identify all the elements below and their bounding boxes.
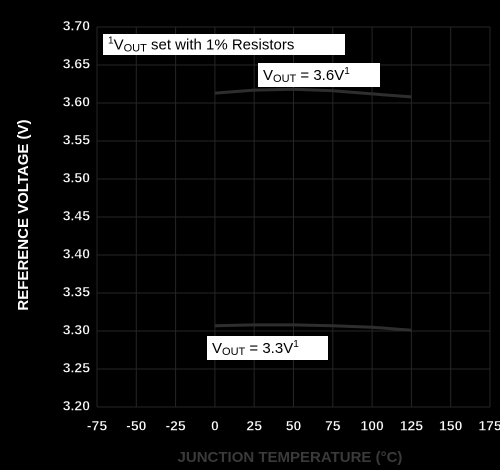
annotation-rest: = 3.3V bbox=[245, 340, 293, 357]
x-tick-label: -75 bbox=[87, 418, 107, 434]
annotation-rest: set with 1% Resistors bbox=[147, 36, 295, 53]
x-tick-label: -25 bbox=[165, 418, 185, 434]
y-tick-label: 3.60 bbox=[63, 94, 90, 110]
annotation-rest: = 3.6V bbox=[296, 67, 344, 84]
x-tick-label: 150 bbox=[439, 418, 463, 434]
x-tick-label: 25 bbox=[246, 418, 262, 434]
x-tick-label: 0 bbox=[211, 418, 219, 434]
annotation-sub: OUT bbox=[222, 346, 246, 358]
x-tick-label: 75 bbox=[325, 418, 341, 434]
annotation: VOUT = 3.6V1 bbox=[263, 66, 350, 85]
x-axis-title: JUNCTION TEMPERATURE (°C) bbox=[178, 449, 403, 466]
annotation-main: V bbox=[263, 67, 273, 84]
y-tick-label: 3.40 bbox=[63, 246, 90, 262]
x-tick-label: 125 bbox=[400, 418, 424, 434]
annotation-main: V bbox=[212, 340, 222, 357]
y-tick-label: 3.45 bbox=[63, 208, 90, 224]
x-tick-label: 175 bbox=[478, 418, 500, 434]
annotation-sup: 1 bbox=[108, 36, 114, 47]
y-tick-label: 3.50 bbox=[63, 170, 90, 186]
annotation-sup: 1 bbox=[344, 66, 350, 77]
x-tick-label: 50 bbox=[286, 418, 302, 434]
annotation-sup: 1 bbox=[293, 339, 299, 350]
y-tick-label: 3.20 bbox=[63, 398, 90, 414]
y-tick-label: 3.35 bbox=[63, 284, 90, 300]
annotation-box bbox=[103, 34, 345, 55]
annotation: VOUT = 3.3V1 bbox=[212, 339, 299, 358]
x-tick-label: -50 bbox=[126, 418, 146, 434]
annotation: 1VOUT set with 1% Resistors bbox=[108, 36, 294, 55]
annotation-sub: OUT bbox=[124, 42, 148, 54]
annotation-box bbox=[207, 336, 328, 360]
y-axis-title: REFERENCE VOLTAGE (V) bbox=[15, 119, 32, 310]
y-tick-label: 3.55 bbox=[63, 132, 90, 148]
series-line bbox=[214, 87, 412, 99]
annotation-main: V bbox=[114, 36, 124, 53]
x-tick-label: 100 bbox=[360, 418, 384, 434]
y-tick-label: 3.25 bbox=[63, 360, 90, 376]
y-tick-label: 3.30 bbox=[63, 322, 90, 338]
y-tick-label: 3.65 bbox=[63, 56, 90, 72]
y-tick-label: 3.70 bbox=[63, 18, 90, 34]
series-line bbox=[214, 323, 412, 332]
annotation-box bbox=[258, 63, 380, 87]
annotation-sub: OUT bbox=[273, 73, 297, 85]
